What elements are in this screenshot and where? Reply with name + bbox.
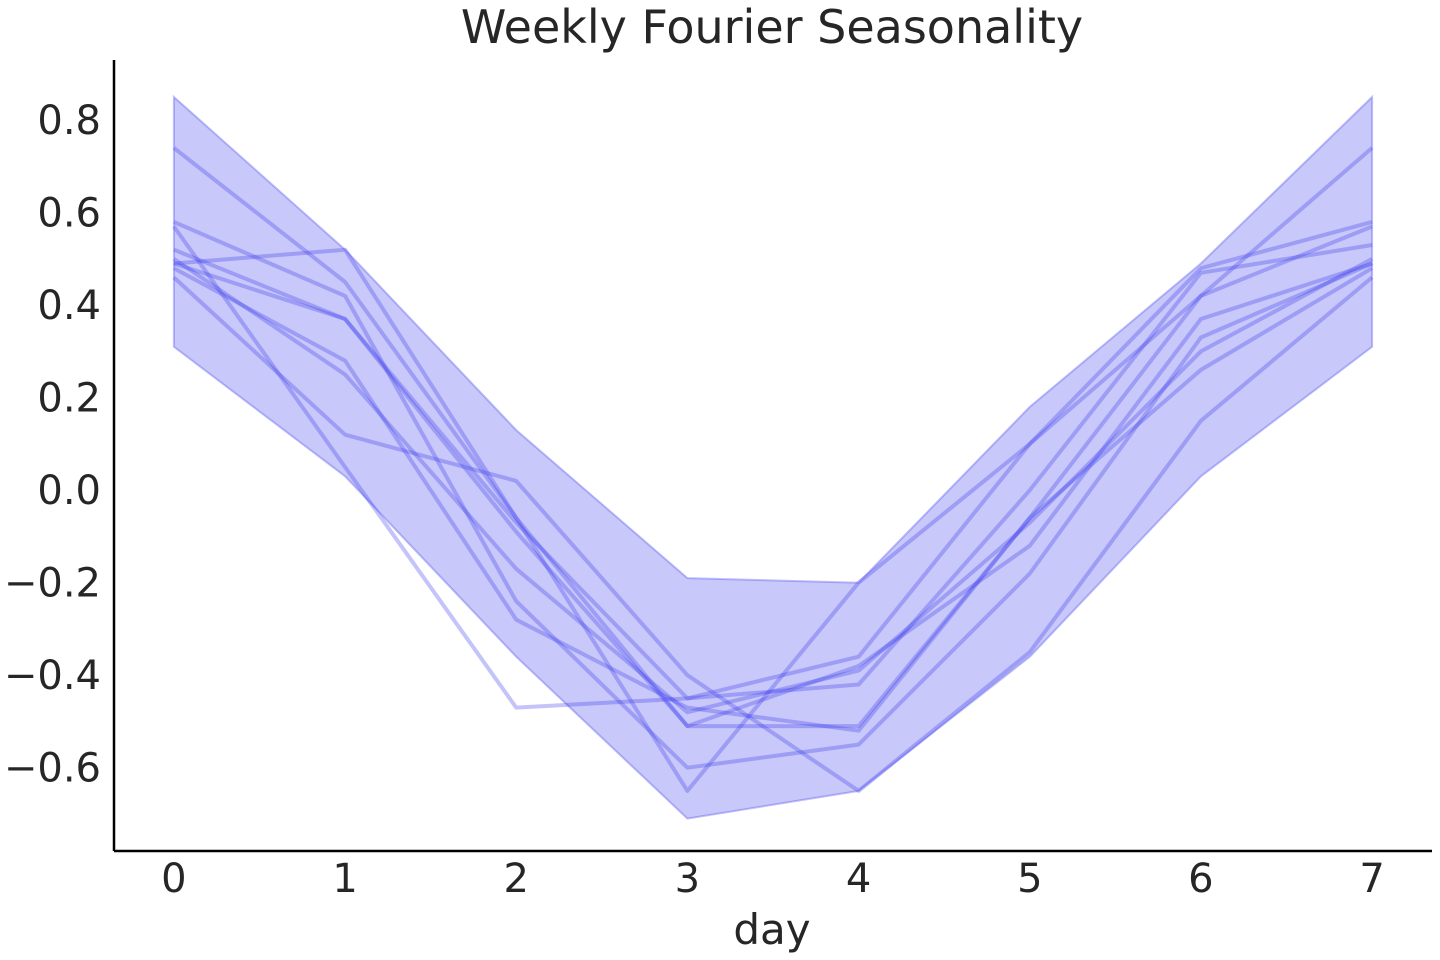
series-line-7	[172, 275, 1374, 793]
series-line-2	[172, 146, 1374, 729]
uncertainty-band	[172, 94, 1374, 820]
y-tick-label: 0.4	[37, 283, 101, 329]
x-tick-label: 2	[503, 856, 528, 902]
y-tick-label: 0.6	[37, 191, 101, 237]
y-tick-label: 0.0	[37, 468, 101, 514]
series-line-6	[172, 257, 1374, 715]
y-axis-ticks: 0.8 0.6 0.4 0.2 0.0 −0.2 −0.4 −0.6	[4, 98, 101, 792]
series-line-1	[173, 219, 1373, 793]
x-axis-label: day	[733, 905, 810, 954]
series-line-9	[173, 243, 1373, 701]
series-line-4	[173, 247, 1373, 729]
series-line-8	[172, 224, 1373, 710]
x-tick-label: 4	[846, 856, 871, 902]
x-tick-label: 6	[1188, 856, 1213, 902]
series-line-3	[173, 220, 1373, 770]
y-tick-label: 0.8	[37, 98, 101, 144]
series-lines	[172, 146, 1374, 793]
x-tick-label: 3	[675, 856, 700, 902]
y-tick-label: −0.6	[4, 746, 101, 792]
uncertainty-band-area	[172, 94, 1374, 820]
x-tick-label: 0	[161, 856, 186, 902]
y-tick-label: −0.4	[4, 653, 101, 699]
x-tick-label: 1	[332, 856, 357, 902]
x-axis-ticks: 0 1 2 3 4 5 6 7	[161, 856, 1385, 902]
x-tick-label: 7	[1359, 856, 1384, 902]
x-tick-label: 5	[1017, 856, 1042, 902]
series-line-5	[172, 266, 1374, 733]
y-tick-label: 0.2	[37, 376, 101, 422]
y-tick-label: −0.2	[4, 561, 101, 607]
chart-title: Weekly Fourier Seasonality	[461, 0, 1083, 54]
